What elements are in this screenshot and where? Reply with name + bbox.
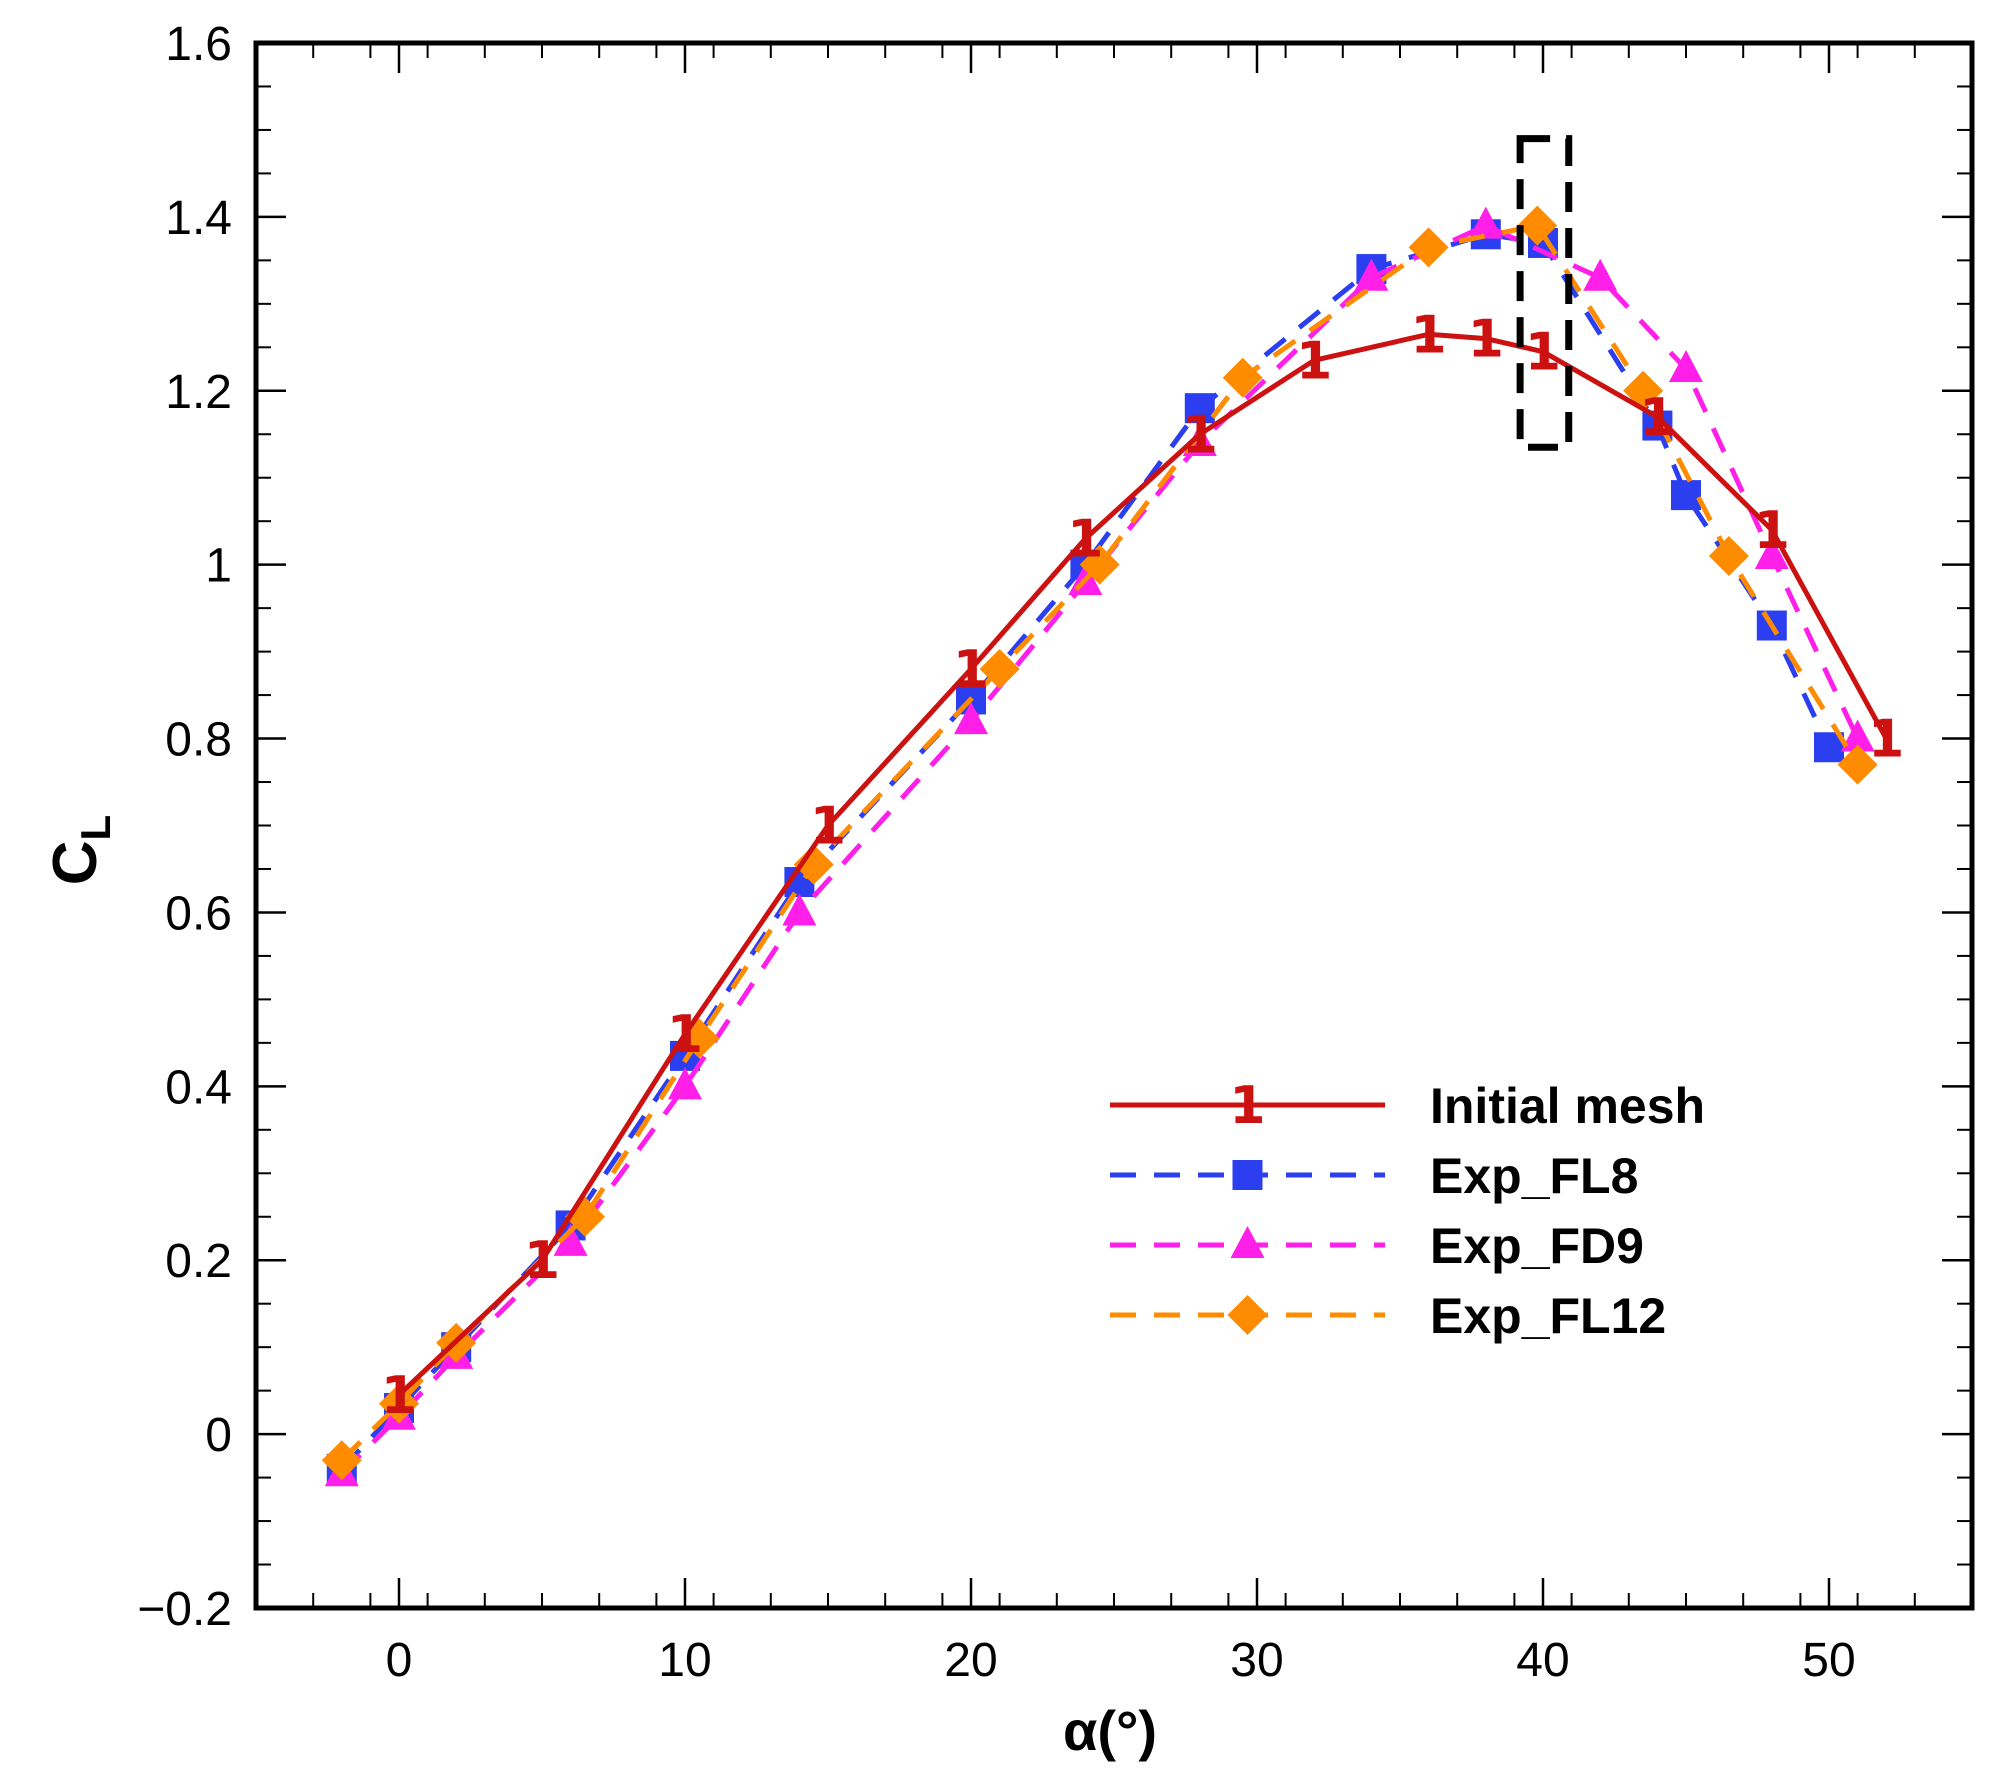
- data-point: [1354, 258, 1389, 291]
- y-axis-title-main: C: [41, 840, 110, 885]
- x-tick-label: 10: [658, 1634, 711, 1687]
- data-point: 1: [524, 1231, 560, 1291]
- x-tick-label: 0: [386, 1634, 413, 1687]
- data-point: [1671, 480, 1701, 511]
- data-point: [553, 1223, 588, 1256]
- series-line: [340, 223, 1860, 1462]
- y-tick-label: 1.6: [165, 18, 232, 71]
- legend-marker: 1: [1229, 1076, 1265, 1136]
- x-tick-label: 20: [944, 1634, 997, 1687]
- y-tick-label: 0.4: [165, 1061, 232, 1114]
- data-point: 1: [1296, 331, 1332, 391]
- y-tick-label: 0.2: [165, 1235, 232, 1288]
- x-tick-label: 40: [1516, 1634, 1569, 1687]
- legend-item: Exp_FD9: [1110, 1218, 1644, 1274]
- data-point: [1222, 357, 1263, 398]
- data-point: [1840, 719, 1875, 752]
- data-point: 1: [1468, 310, 1504, 370]
- legend-item: 1 Initial mesh: [1110, 1076, 1705, 1136]
- highlight-box: [1516, 135, 1573, 451]
- y-tick-label: 0.8: [165, 714, 232, 767]
- legend-label: Exp_FD9: [1430, 1218, 1644, 1274]
- data-point: 1: [953, 640, 989, 700]
- legend-marker: [1232, 1160, 1263, 1190]
- data-point: 1: [1868, 710, 1904, 770]
- y-tick-label: 1.2: [165, 366, 232, 419]
- data-point: 1: [810, 797, 846, 857]
- legend-label: Exp_FL12: [1430, 1288, 1666, 1344]
- y-tick-label: 1: [205, 540, 232, 593]
- legend-item: Exp_FL8: [1110, 1148, 1638, 1204]
- legend-label: Exp_FL8: [1430, 1148, 1638, 1204]
- data-point: 1: [1639, 388, 1675, 448]
- data-point: [1079, 544, 1120, 585]
- y-axis-title: CL: [41, 815, 119, 885]
- data-point: [321, 1440, 362, 1481]
- series-line: [339, 231, 1832, 1471]
- data-point: [1517, 205, 1558, 246]
- data-point: [979, 649, 1020, 689]
- data-point: 1: [667, 1005, 703, 1065]
- data-point: 1: [1754, 501, 1790, 561]
- x-tick-label: 30: [1230, 1634, 1283, 1687]
- data-point: [1184, 393, 1215, 424]
- data-point: 1: [1067, 510, 1103, 570]
- x-axis-title: α(°): [1063, 1699, 1157, 1762]
- data-point: 1: [1411, 305, 1447, 365]
- x-tick-label: 50: [1802, 1634, 1855, 1687]
- data-point: [379, 1383, 419, 1424]
- series-line: [397, 331, 1889, 1397]
- y-tick-label: −0.2: [137, 1583, 232, 1636]
- y-tick-label: 1.4: [165, 192, 232, 245]
- data-point: [1583, 258, 1618, 291]
- legend-label: Initial mesh: [1430, 1078, 1705, 1134]
- data-point: [782, 893, 817, 926]
- y-tick-label: 0: [205, 1409, 232, 1462]
- legend-marker: [1230, 1226, 1265, 1258]
- data-point: 1: [1525, 323, 1561, 383]
- data-point: [793, 844, 834, 885]
- data-point: [1669, 350, 1703, 383]
- series-line: [340, 223, 1860, 1475]
- data-point: [1468, 206, 1503, 239]
- y-axis-title-sub: L: [72, 815, 119, 841]
- y-tick-label: 0.6: [165, 887, 232, 940]
- data-point: [954, 702, 988, 735]
- data-point: [1708, 535, 1749, 576]
- data-point: [1754, 536, 1789, 569]
- data-point: 1: [381, 1366, 417, 1426]
- legend-item: Exp_FL12: [1110, 1288, 1666, 1344]
- data-point: [1837, 744, 1878, 785]
- legend: 1 Initial mesh Exp_FL8 Exp_FD9 Exp_FL12: [1110, 1076, 1705, 1344]
- data-point: [1408, 227, 1449, 268]
- plot-frame: [253, 40, 1975, 1611]
- data-point: 1: [1182, 405, 1218, 465]
- legend-marker: [1227, 1295, 1268, 1335]
- data-point: [668, 1067, 702, 1100]
